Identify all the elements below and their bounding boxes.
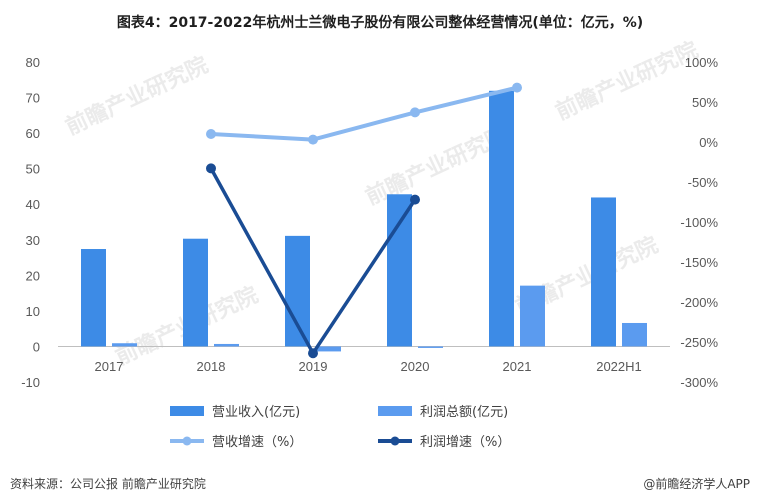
y-tick-label-right: -100% [680,215,718,230]
bar-profit [520,285,545,347]
bar-profit [418,346,443,348]
line-profit-growth-point [308,348,318,359]
bar-revenue [489,90,514,347]
y-tick-label-left: -10 [21,375,40,390]
line-revenue-growth [210,85,518,142]
x-tick-label: 2017 [95,359,124,374]
line-profit-growth-point [410,194,420,205]
legend-label-profit: 利润总额(亿元) [420,405,508,420]
x-tick-label: 2020 [401,359,430,374]
bar-profit [214,343,239,347]
watermark: 前瞻产业研究院 [552,37,703,126]
x-tick-label: 2019 [299,359,328,374]
x-tick-label: 2022H1 [596,359,642,374]
legend: 营业收入(亿元) 利润总额(亿元) 营收增速（%） 利润增速（%） [170,405,510,450]
brand-tag: @前瞻经济学人APP [643,476,750,491]
y-tick-label-left: 70 [26,91,40,106]
bar-profit [112,343,137,347]
left-axis: -10 0 10 20 30 40 50 60 70 80 [21,55,40,390]
watermark: 前瞻产业研究院 [62,52,213,141]
x-axis: 2017 2018 2019 2020 2021 2022H1 [95,359,642,374]
line-revenue-growth-point [308,134,318,145]
y-tick-label-right: -300% [680,375,718,390]
bar-revenue [183,238,208,347]
y-tick-label-left: 30 [26,233,40,248]
right-axis: -300% -250% -200% -150% -100% -50% 0% 50% 100% [680,55,718,390]
bar-profit [622,322,647,347]
growth-lines [206,82,522,359]
y-tick-label-right: -200% [680,295,718,310]
y-tick-label-left: 10 [26,304,40,319]
y-tick-label-left: 80 [26,55,40,70]
y-tick-label-right: -250% [680,335,718,350]
line-profit-growth-point [206,163,216,174]
x-tick-label: 2021 [503,359,532,374]
y-tick-label-left: 0 [33,339,40,354]
y-tick-label-right: -50% [688,175,719,190]
x-tick-label: 2018 [197,359,226,374]
chart-title: 图表4：2017-2022年杭州士兰微电子股份有限公司整体经营情况(单位：亿元，… [117,14,643,31]
line-revenue-growth-point [512,82,522,93]
bar-revenue [81,249,106,347]
source-note: 资料来源：公司公报 前瞻产业研究院 [10,476,206,491]
y-tick-label-right: 50% [692,95,718,110]
y-tick-label-right: 0% [699,135,718,150]
legend-marker-profit-growth [390,436,400,446]
bars [81,90,647,352]
line-revenue-growth-point [410,107,420,118]
bar-revenue [591,197,616,347]
legend-marker-revenue-growth [182,436,192,446]
y-tick-label-left: 60 [26,126,40,141]
legend-label-revenue-growth: 营收增速（%） [212,435,302,450]
y-tick-label-right: -150% [680,255,718,270]
y-tick-label-left: 50 [26,162,40,177]
y-tick-label-left: 40 [26,197,40,212]
y-tick-label-right: 100% [685,55,719,70]
legend-swatch-revenue [170,406,204,416]
y-tick-label-left: 20 [26,268,40,283]
bar-profit [316,346,341,352]
legend-label-profit-growth: 利润增速（%） [420,435,510,450]
legend-swatch-profit [378,406,412,416]
bar-revenue [387,194,412,347]
bar-revenue [285,235,310,347]
legend-label-revenue: 营业收入(亿元) [212,405,300,420]
line-revenue-growth-point [206,129,216,139]
